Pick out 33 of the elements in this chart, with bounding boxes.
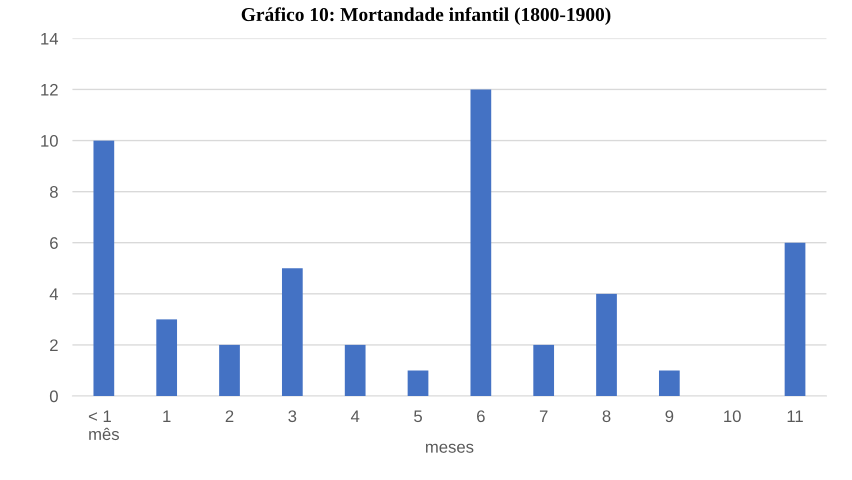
bar <box>658 370 680 396</box>
x-tick-label: < 1 mês <box>88 410 119 440</box>
bar <box>784 242 806 396</box>
bar <box>156 319 178 396</box>
y-tick-label: 8 <box>50 186 58 198</box>
x-tick-label: 8 <box>602 410 610 422</box>
x-tick-label: 4 <box>350 410 360 422</box>
bar <box>93 140 114 396</box>
x-tick-label: 11 <box>788 410 803 422</box>
bar <box>219 344 240 396</box>
chart-title: Gráfico 10: Mortandade infantil (1800-1900) <box>242 7 610 26</box>
x-tick-label: 9 <box>666 410 674 422</box>
y-tick-label: 6 <box>50 237 58 249</box>
y-tick-label: 2 <box>50 339 58 351</box>
x-tick-label: 3 <box>288 410 296 422</box>
bar <box>596 294 617 396</box>
x-tick-label: 10 <box>724 410 741 422</box>
bar <box>282 268 303 396</box>
y-tick-label: 0 <box>50 390 58 402</box>
x-tick-label: 7 <box>540 410 548 422</box>
y-tick-label: 4 <box>50 288 58 300</box>
y-tick-label: 12 <box>41 84 58 96</box>
bar <box>408 370 428 396</box>
x-tick-label: 5 <box>414 410 422 422</box>
y-tick-label: 10 <box>41 134 58 147</box>
y-tick-label: 14 <box>41 32 58 44</box>
x-axis-title: meses <box>426 444 474 453</box>
bar <box>470 89 492 396</box>
x-tick-label: 1 <box>163 410 170 422</box>
x-tick-label: 2 <box>226 410 234 422</box>
x-tick-label: 6 <box>477 410 485 422</box>
bar <box>533 344 554 396</box>
bar <box>344 344 366 396</box>
